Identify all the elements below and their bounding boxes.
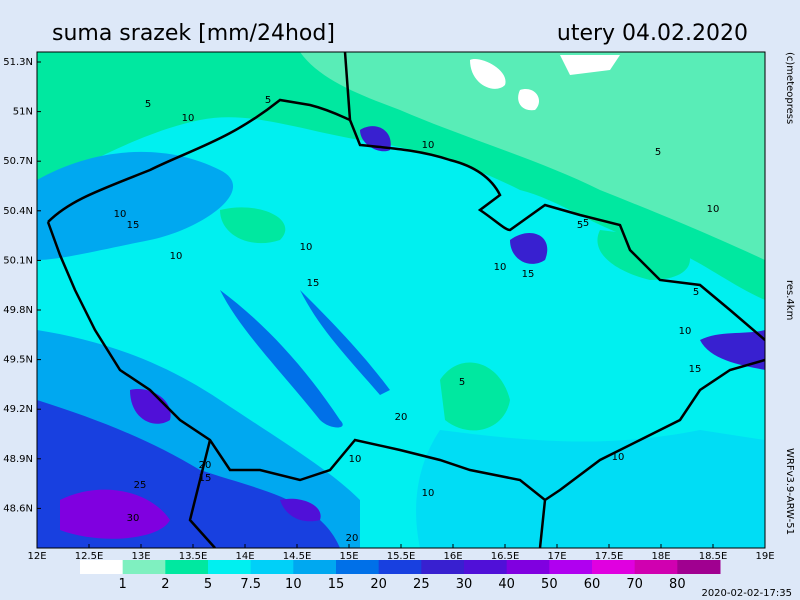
lon-label: 15.5E <box>387 551 416 562</box>
legend-swatch <box>634 560 678 574</box>
legend-label: 7.5 <box>240 577 261 592</box>
lat-label: 50.4N <box>3 206 33 217</box>
lat-label: 49.5N <box>3 355 33 366</box>
lon-label: 13E <box>131 551 150 562</box>
contour-label: 25 <box>134 480 147 491</box>
copyright: (c)meteopress <box>784 52 795 124</box>
contour-label: 15 <box>307 278 320 289</box>
lat-label: 51N <box>13 107 33 118</box>
legend-label: 70 <box>626 577 643 592</box>
contour-label: 5 <box>145 99 151 110</box>
contour-label: 10 <box>494 262 507 273</box>
lat-label: 48.6N <box>3 503 33 514</box>
legend-label: 10 <box>285 577 302 592</box>
lon-label: 16.5E <box>491 551 520 562</box>
legend-label: 25 <box>413 577 430 592</box>
contour-label: 10 <box>300 242 313 253</box>
legend-swatch <box>80 560 124 574</box>
border-lines <box>46 52 765 548</box>
contour-label: 20 <box>199 460 212 471</box>
legend-swatch <box>336 560 380 574</box>
legend-swatch <box>421 560 465 574</box>
contour-label: 5 <box>655 147 661 158</box>
contour-label: 10 <box>114 209 127 220</box>
lon-label: 14E <box>235 551 254 562</box>
contour-label: 15 <box>199 473 212 484</box>
legend-label: 80 <box>669 577 686 592</box>
legend-swatch <box>549 560 593 574</box>
legend-swatch <box>378 560 422 574</box>
resolution: res.4km <box>784 280 795 320</box>
lon-label: 18.5E <box>699 551 728 562</box>
legend-swatch <box>250 560 294 574</box>
lat-label: 49.8N <box>3 305 33 316</box>
legend-label: 20 <box>370 577 387 592</box>
legend-swatch <box>464 560 508 574</box>
legend-label: 50 <box>541 577 558 592</box>
lon-label: 12E <box>27 551 46 562</box>
lon-label: 18E <box>651 551 670 562</box>
legend-label: 30 <box>456 577 473 592</box>
contour-label: 10 <box>182 113 195 124</box>
contour-label: 5 <box>577 220 583 231</box>
contour-label: 10 <box>707 204 720 215</box>
legend-swatch <box>677 560 721 574</box>
lon-axis: 12E 12.5E 13E 13.5E 14E 14.5E 15E 15.5E 16E 16.5E… <box>27 544 775 562</box>
contour-label: 5 <box>693 287 699 298</box>
legend: 1 2 5 7.5 10 15 20 25 30 40 50 60 70 80 <box>80 560 721 592</box>
contour-label: 15 <box>127 220 140 231</box>
contour-label: 20 <box>346 533 359 544</box>
lon-label: 17E <box>547 551 566 562</box>
lon-label: 12.5E <box>75 551 104 562</box>
legend-swatch <box>506 560 550 574</box>
lon-label: 17.5E <box>595 551 624 562</box>
lon-label: 16E <box>443 551 462 562</box>
legend-label: 40 <box>498 577 515 592</box>
lat-label: 49.2N <box>3 404 33 415</box>
legend-swatch <box>592 560 636 574</box>
lon-label: 19E <box>755 551 774 562</box>
legend-swatch <box>293 560 337 574</box>
contour-label: 5 <box>265 95 271 106</box>
contour-label: 10 <box>422 488 435 499</box>
legend-swatch <box>208 560 252 574</box>
legend-label: 15 <box>328 577 345 592</box>
lat-label: 50.7N <box>3 156 33 167</box>
legend-label: 1 <box>119 577 127 592</box>
legend-label: 60 <box>584 577 601 592</box>
legend-swatch <box>122 560 166 574</box>
lat-label: 51.3N <box>3 57 33 68</box>
lon-label: 15E <box>339 551 358 562</box>
contour-label: 10 <box>612 452 625 463</box>
legend-label: 5 <box>204 577 212 592</box>
lat-axis: 51.3N 51N 50.7N 50.4N 50.1N 49.8N 49.5N 49.2N 48… <box>3 57 41 514</box>
date: utery 04.02.2020 <box>557 21 748 46</box>
contour-label: 10 <box>170 251 183 262</box>
contour-label: 10 <box>422 140 435 151</box>
contour-label: 5 <box>583 218 589 229</box>
contour-label: 15 <box>522 269 535 280</box>
legend-swatch <box>165 560 209 574</box>
model: WRFv3.9-ARW-51 <box>784 448 795 535</box>
legend-label: 2 <box>161 577 169 592</box>
lat-label: 50.1N <box>3 255 33 266</box>
title: suma srazek [mm/24hod] <box>52 21 335 46</box>
contour-label: 10 <box>349 454 362 465</box>
lat-label: 48.9N <box>3 454 33 465</box>
lon-label: 13.5E <box>179 551 208 562</box>
contour-label: 30 <box>127 513 140 524</box>
contour-label: 10 <box>679 326 692 337</box>
contour-label: 20 <box>395 412 408 423</box>
contour-label: 5 <box>459 377 465 388</box>
timestamp: 2020-02-02-17:35 <box>701 588 792 599</box>
lon-label: 14.5E <box>283 551 312 562</box>
contour-label: 15 <box>689 364 702 375</box>
